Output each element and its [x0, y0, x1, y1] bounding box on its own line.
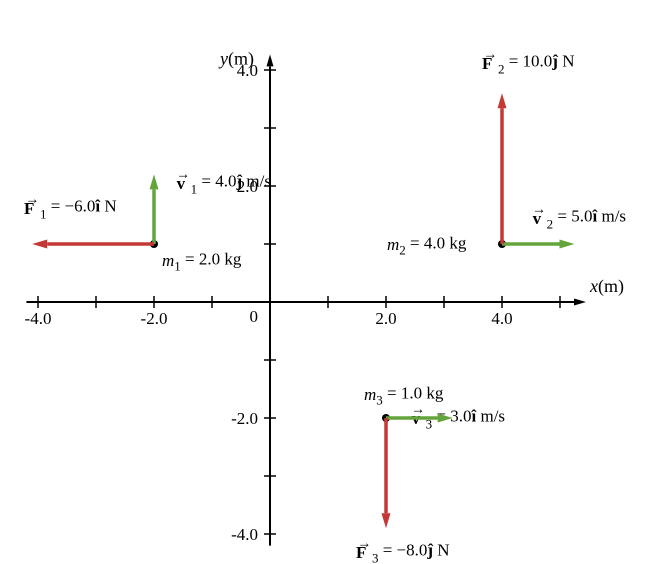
mass-label: m3 = 1.0 kg	[364, 384, 444, 408]
velocity-label: v→2 = 5.0î m/s	[532, 203, 626, 232]
x-tick-label: 4.0	[491, 309, 512, 328]
x-tick-label: -4.0	[25, 309, 52, 328]
x-axis-title: x(m)	[589, 276, 624, 297]
physics-diagram: -4.0-2.02.04.0-4.0-2.02.04.00x(m)y(m)m1 …	[0, 0, 659, 564]
particle-p2: m2 = 4.0 kg v→2 = 5.0î m/s F→2 = 10.0ĵ N	[387, 48, 626, 258]
x-tick-label: 2.0	[375, 309, 396, 328]
origin-label: 0	[250, 307, 259, 326]
force-label: F→1 = −6.0î N	[24, 193, 117, 222]
particle-p3: m3 = 1.0 kgv→3 = 3.0î m/sF→3 = −8.0ĵ N	[356, 384, 505, 564]
velocity-vector	[502, 240, 575, 249]
mass-label: m1 = 2.0 kg	[162, 250, 242, 274]
particle-p1: m1 = 2.0 kgv→1 = 4.0ĵ m/sF→1 = −6.0î N	[24, 168, 271, 274]
x-tick-label: -2.0	[141, 309, 168, 328]
mass-label: m2 = 4.0 kg	[387, 234, 467, 258]
axes: -4.0-2.02.04.0-4.0-2.02.04.00x(m)y(m)	[25, 48, 624, 544]
y-tick-label: -4.0	[231, 525, 258, 544]
velocity-vector	[150, 174, 159, 244]
force-label: F→3 = −8.0ĵ N	[356, 537, 450, 564]
force-vector	[498, 93, 507, 244]
y-axis-title: y(m)	[218, 48, 254, 69]
force-vector	[32, 240, 154, 249]
force-vector	[382, 418, 391, 528]
y-tick-label: -2.0	[231, 409, 258, 428]
force-label: F→2 = 10.0ĵ N	[482, 48, 574, 77]
